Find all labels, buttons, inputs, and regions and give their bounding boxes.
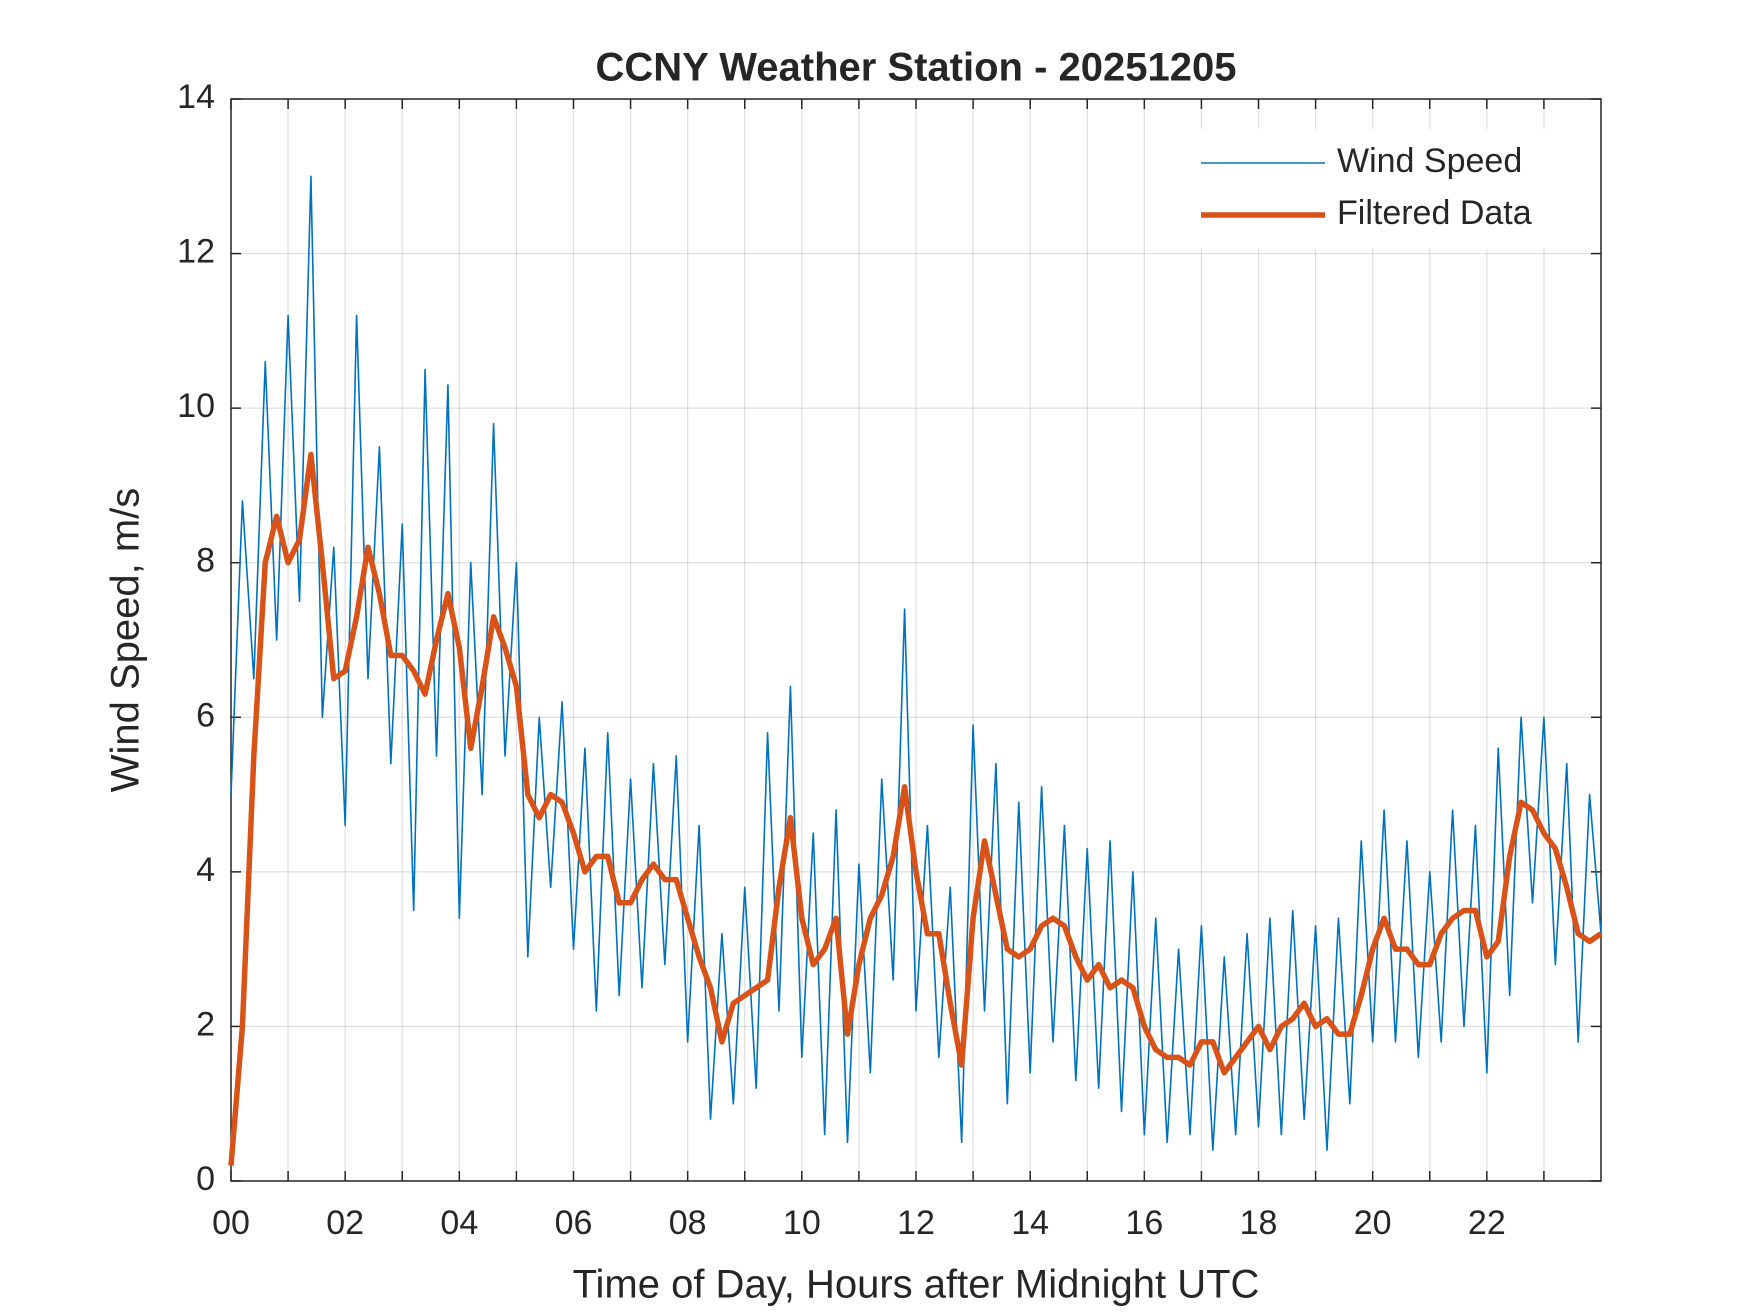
y-axis-label: Wind Speed, m/s — [104, 488, 148, 793]
x-tick-label: 12 — [897, 1204, 935, 1242]
legend-label: Filtered Data — [1337, 194, 1532, 232]
y-tick-label: 6 — [196, 696, 215, 734]
chart-title: CCNY Weather Station - 20251205 — [596, 46, 1237, 90]
series-line — [230, 175, 1602, 1151]
plot-frame — [230, 98, 1602, 1182]
x-axis-label: Time of Day, Hours after Midnight UTC — [573, 1263, 1260, 1307]
legend-box — [1191, 129, 1571, 249]
y-tick-label: 4 — [196, 851, 215, 889]
x-tick-label: 02 — [326, 1204, 364, 1242]
legend-label: Wind Speed — [1337, 142, 1522, 180]
y-tick-label: 2 — [196, 1005, 215, 1043]
x-tick-label: 10 — [783, 1204, 821, 1242]
x-tick-label: 08 — [669, 1204, 707, 1242]
y-tick-label: 10 — [177, 387, 215, 425]
x-tick-label: 06 — [555, 1204, 593, 1242]
x-tick-label: 16 — [1125, 1204, 1163, 1242]
y-tick-label: 8 — [196, 542, 215, 580]
x-tick-label: 22 — [1468, 1204, 1506, 1242]
x-tick-label: 20 — [1354, 1204, 1392, 1242]
x-tick-label: 00 — [212, 1204, 250, 1242]
x-tick-label: 04 — [440, 1204, 478, 1242]
x-tick-label: 14 — [1011, 1204, 1049, 1242]
y-tick-label: 0 — [196, 1160, 215, 1198]
series-line — [228, 451, 1603, 1166]
y-tick-label: 12 — [177, 233, 215, 271]
x-tick-label: 18 — [1240, 1204, 1278, 1242]
y-tick-label: 14 — [177, 78, 215, 116]
